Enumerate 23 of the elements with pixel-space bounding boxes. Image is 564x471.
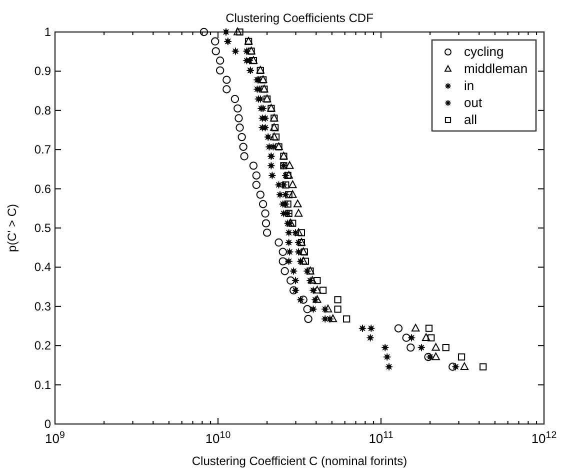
y-tick-label: 0.1 xyxy=(34,378,52,392)
legend-label: in xyxy=(464,78,474,93)
legend-label: middleman xyxy=(464,61,528,76)
y-tick-label: 0.6 xyxy=(34,182,52,196)
y-tick-label: 0.4 xyxy=(34,260,52,274)
y-tick-label: 0.7 xyxy=(34,142,52,157)
x-tick-label: 10$^{10}$ xyxy=(205,430,232,446)
y-tick-label: 0.5 xyxy=(34,221,52,235)
y-tick-label: 0.3 xyxy=(34,299,52,314)
legend-label: all xyxy=(464,112,478,127)
y-axis-title: p(C' > C) xyxy=(5,204,19,252)
x-tick-label: 10$^{11}$ xyxy=(368,430,394,446)
y-tick-label: 0.9 xyxy=(34,64,52,78)
x-axis-title: Clustering Coefficient C (nominal forints) xyxy=(192,454,408,468)
x-tick-label: 10$^{12}$ xyxy=(531,430,557,446)
y-tick-label: 0 xyxy=(44,417,52,431)
y-tick-label: 1 xyxy=(44,25,52,39)
y-tick-label: 0.8 xyxy=(34,103,52,118)
legend-label: out xyxy=(464,95,482,110)
legend-label: cycling xyxy=(464,44,504,59)
chart-title: Clustering Coefficients CDF xyxy=(226,11,374,25)
x-tick-label: 10$^{9}$ xyxy=(45,430,65,446)
y-tick-label: 0.2 xyxy=(34,338,52,353)
